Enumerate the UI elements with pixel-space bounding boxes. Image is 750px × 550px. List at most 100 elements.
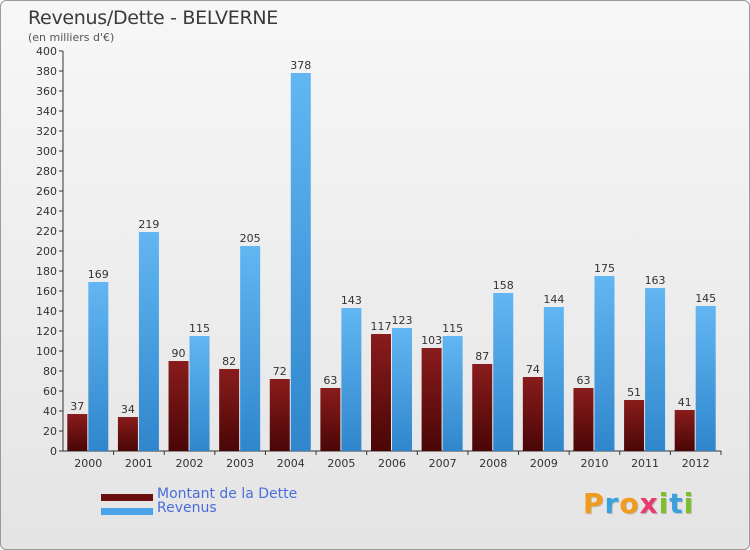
data-label-revenus: 378 <box>290 59 311 72</box>
data-label-dette: 117 <box>371 320 392 333</box>
bar-dette <box>219 369 240 451</box>
bar-revenus <box>645 288 666 451</box>
y-tick-label: 360 <box>36 85 57 98</box>
data-label-dette: 103 <box>421 334 442 347</box>
y-tick-label: 300 <box>36 145 57 158</box>
bar-revenus <box>543 307 564 451</box>
y-tick-label: 40 <box>43 405 57 418</box>
logo-letter: o <box>619 487 640 520</box>
y-tick-label: 100 <box>36 345 57 358</box>
x-tick-label: 2004 <box>277 457 305 470</box>
data-label-dette: 90 <box>172 347 186 360</box>
data-label-dette: 41 <box>678 396 692 409</box>
bar-revenus <box>138 232 159 451</box>
y-tick-label: 340 <box>36 105 57 118</box>
data-label-revenus: 143 <box>341 294 362 307</box>
bar-revenus <box>442 336 463 451</box>
y-tick-label: 320 <box>36 125 57 138</box>
x-tick-label: 2006 <box>378 457 406 470</box>
bar-dette <box>168 361 189 451</box>
bar-revenus <box>493 293 514 451</box>
data-label-revenus: 123 <box>392 314 413 327</box>
y-tick-label: 400 <box>36 45 57 58</box>
logo-letter: i <box>658 487 670 520</box>
data-label-dette: 72 <box>273 365 287 378</box>
y-tick-label: 120 <box>36 325 57 338</box>
y-tick-label: 380 <box>36 65 57 78</box>
x-tick-label: 2008 <box>479 457 507 470</box>
data-label-dette: 74 <box>526 363 540 376</box>
y-tick-label: 0 <box>50 445 57 458</box>
y-tick-label: 240 <box>36 205 57 218</box>
y-tick-label: 260 <box>36 185 57 198</box>
data-label-revenus: 115 <box>442 322 463 335</box>
bar-revenus <box>341 308 362 451</box>
x-tick-label: 2007 <box>429 457 457 470</box>
data-label-revenus: 144 <box>543 293 564 306</box>
x-tick-label: 2005 <box>327 457 355 470</box>
data-label-dette: 87 <box>475 350 489 363</box>
bar-revenus <box>695 306 716 451</box>
logo-letter: P <box>583 487 605 520</box>
data-label-revenus: 205 <box>240 232 261 245</box>
logo-letter: r <box>604 487 620 520</box>
data-label-dette: 37 <box>70 400 84 413</box>
bar-revenus <box>189 336 210 451</box>
bar-dette <box>522 377 543 451</box>
y-tick-label: 160 <box>36 285 57 298</box>
bar-revenus <box>88 282 109 451</box>
legend-swatch-revenus <box>101 508 153 515</box>
x-tick-label: 2009 <box>530 457 558 470</box>
x-tick-label: 2003 <box>226 457 254 470</box>
bar-revenus <box>290 73 311 451</box>
data-label-revenus: 175 <box>594 262 615 275</box>
bar-dette <box>117 417 138 451</box>
x-tick-label: 2001 <box>125 457 153 470</box>
logo-letter: x <box>639 487 659 520</box>
legend-label-dette: Montant de la Dette <box>157 486 298 502</box>
proxiti-logo: Proxiti <box>583 487 694 520</box>
bar-dette <box>573 388 594 451</box>
bar-dette <box>320 388 341 451</box>
data-label-revenus: 158 <box>493 279 514 292</box>
data-label-dette: 82 <box>222 355 236 368</box>
chart-subtitle: (en milliers d'€) <box>28 31 115 44</box>
bar-dette <box>269 379 290 451</box>
legend-label-revenus: Revenus <box>157 500 217 516</box>
y-tick-label: 180 <box>36 265 57 278</box>
legend-swatch-dette <box>101 494 153 501</box>
y-tick-label: 60 <box>43 385 57 398</box>
y-tick-label: 280 <box>36 165 57 178</box>
data-label-revenus: 115 <box>189 322 210 335</box>
bar-revenus <box>594 276 615 451</box>
data-label-dette: 34 <box>121 403 135 416</box>
y-tick-label: 220 <box>36 225 57 238</box>
bar-dette <box>371 334 391 451</box>
x-tick-label: 2002 <box>176 457 204 470</box>
logo-letter: t <box>669 487 684 520</box>
bar-dette <box>421 348 442 451</box>
y-tick-label: 80 <box>43 365 57 378</box>
x-tick-label: 2011 <box>631 457 659 470</box>
data-label-dette: 63 <box>323 374 337 387</box>
bar-dette <box>67 414 88 451</box>
x-tick-label: 2010 <box>580 457 608 470</box>
data-label-revenus: 219 <box>138 218 159 231</box>
bar-dette <box>624 400 645 451</box>
bar-revenus <box>240 246 261 451</box>
data-label-dette: 51 <box>627 386 641 399</box>
x-tick-label: 2000 <box>74 457 102 470</box>
data-label-revenus: 169 <box>88 268 109 281</box>
bar-dette <box>674 410 695 451</box>
logo-letter: i <box>683 487 695 520</box>
y-tick-label: 140 <box>36 305 57 318</box>
x-tick-label: 2012 <box>682 457 710 470</box>
chart-title: Revenus/Dette - BELVERNE <box>28 7 278 29</box>
y-tick-label: 200 <box>36 245 57 258</box>
data-label-revenus: 145 <box>695 292 716 305</box>
y-tick-label: 20 <box>43 425 57 438</box>
bar-dette <box>472 364 493 451</box>
data-label-dette: 63 <box>576 374 590 387</box>
